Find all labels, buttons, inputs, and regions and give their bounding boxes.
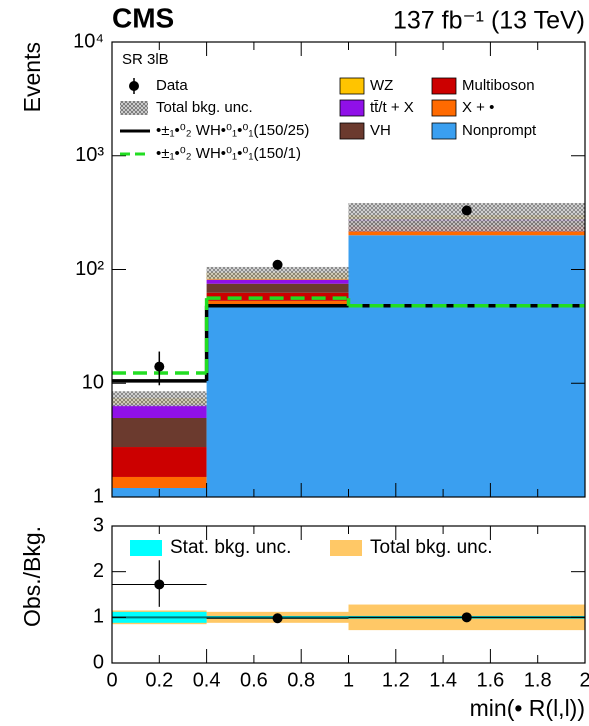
plot-frame — [111, 525, 586, 664]
y-tick-label: 0 — [93, 651, 104, 673]
legend-label: Nonprompt — [462, 122, 537, 139]
ratio-legend-label: Stat. bkg. unc. — [170, 537, 291, 558]
ratio-legend-label: Total bkg. unc. — [370, 537, 493, 558]
x-tick-label: 0.4 — [193, 669, 221, 691]
x-tick-label: 2 — [579, 669, 589, 691]
legend-swatch — [431, 99, 457, 117]
y-tick-label: 10² — [75, 258, 104, 280]
x-tick-label: 0 — [106, 669, 117, 691]
x-tick-label: 0.6 — [240, 669, 268, 691]
legend-unc-swatch — [120, 101, 148, 115]
y-axis-label: Events — [19, 42, 45, 112]
legend-label: •±₁•⁰₂ WH•⁰₁•⁰₁(150/1) — [156, 145, 301, 162]
legend-swatch — [339, 99, 365, 117]
y-tick-label: 10⁴ — [73, 30, 104, 52]
y-tick-label: 1 — [93, 606, 104, 628]
x-tick-label: 1.4 — [429, 669, 457, 691]
ratio-point — [154, 579, 165, 590]
ratio-point — [272, 613, 283, 624]
legend-label: WZ — [370, 77, 393, 94]
y-tick-label: 1 — [93, 485, 104, 507]
data-point — [461, 205, 472, 216]
lumi-label: 137 fb⁻¹ (13 TeV) — [393, 7, 585, 35]
stack-segment — [206, 279, 349, 284]
stack-segment — [348, 231, 585, 236]
ratio-legend-swatch — [130, 540, 162, 556]
legend-data-marker — [129, 81, 139, 91]
legend-label: Total bkg. unc. — [156, 99, 253, 116]
legend-label: X + • — [462, 99, 494, 116]
legend-label: Data — [156, 77, 188, 94]
legend-label: •±₁•⁰₂ WH•⁰₁•⁰₁(150/25) — [156, 122, 309, 139]
region-label: SR 3lB — [122, 51, 169, 68]
stack-segment — [112, 417, 207, 448]
ratio-point — [461, 612, 472, 623]
stack-segment — [206, 300, 349, 307]
stack-segment — [348, 235, 585, 497]
stack-segment — [112, 476, 207, 488]
data-point — [154, 361, 165, 372]
ratio-legend-swatch — [330, 540, 362, 556]
plot-frame — [111, 41, 586, 498]
x-axis-label: min(• R(l,l)) — [470, 695, 585, 721]
legend-swatch — [431, 77, 457, 95]
x-tick-label: 1.8 — [524, 669, 552, 691]
stack-segment — [112, 404, 207, 418]
legend-swatch — [339, 77, 365, 95]
stack-segment — [112, 447, 207, 477]
data-point — [272, 259, 283, 270]
y-tick-label: 10³ — [75, 144, 104, 166]
stack-segment — [206, 306, 349, 497]
x-tick-label: 1.6 — [476, 669, 504, 691]
legend-label: VH — [370, 122, 391, 139]
x-tick-label: 1.2 — [382, 669, 410, 691]
legend-swatch — [431, 122, 457, 140]
x-tick-label: 0.8 — [287, 669, 315, 691]
legend-label: Multiboson — [462, 77, 535, 94]
legend-label: tt̄/t + X — [370, 99, 414, 116]
ratio-y-axis-label: Obs./Bkg. — [19, 526, 45, 627]
stack-segment — [206, 283, 349, 293]
legend-swatch — [339, 122, 365, 140]
total-unc-band — [112, 391, 207, 407]
x-tick-label: 1 — [343, 669, 354, 691]
x-tick-label: 0.2 — [145, 669, 173, 691]
total-unc-band — [206, 266, 349, 279]
y-tick-label: 2 — [93, 560, 104, 582]
y-tick-label: 10 — [82, 372, 104, 394]
y-tick-label: 3 — [93, 514, 104, 536]
chart-title: CMS — [112, 2, 174, 33]
